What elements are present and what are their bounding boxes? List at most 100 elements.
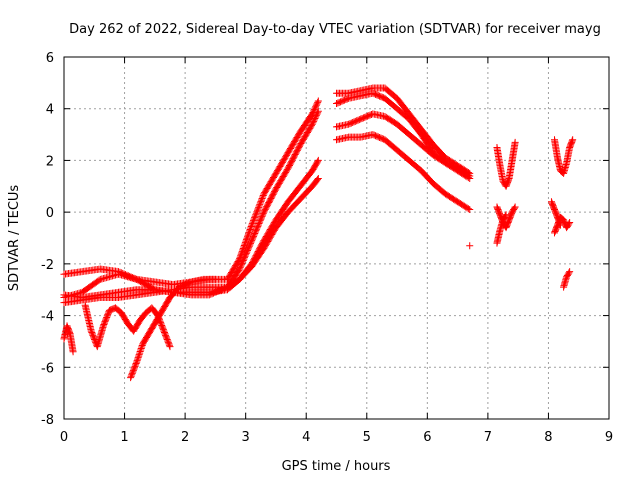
data-point bbox=[248, 237, 256, 245]
data-point bbox=[311, 114, 319, 122]
series-track-16 bbox=[551, 136, 577, 177]
data-point bbox=[135, 351, 143, 359]
data-point bbox=[137, 346, 145, 354]
data-point bbox=[246, 225, 254, 233]
data-point bbox=[254, 221, 262, 229]
data-point bbox=[248, 221, 256, 229]
data-point bbox=[510, 204, 518, 212]
data-point bbox=[239, 258, 247, 266]
data-point bbox=[249, 218, 257, 226]
data-point bbox=[244, 231, 252, 239]
data-point bbox=[464, 205, 472, 213]
data-point bbox=[245, 228, 253, 236]
data-point bbox=[314, 158, 322, 166]
data-point bbox=[566, 218, 574, 226]
data-point bbox=[565, 220, 573, 228]
data-point bbox=[258, 212, 266, 220]
data-point bbox=[138, 343, 146, 351]
y-tick-label: 0 bbox=[46, 206, 54, 221]
data-point bbox=[136, 348, 144, 356]
data-point bbox=[566, 268, 574, 276]
data-point bbox=[556, 220, 564, 228]
data-point bbox=[247, 223, 255, 231]
data-point bbox=[256, 199, 264, 207]
data-point bbox=[257, 214, 265, 222]
data-point bbox=[242, 249, 250, 257]
x-tick-label: 6 bbox=[423, 430, 431, 445]
series-track-12 bbox=[466, 242, 474, 250]
data-point bbox=[238, 249, 246, 257]
data-point bbox=[237, 261, 245, 269]
data-point bbox=[241, 240, 249, 248]
y-tick-label: 2 bbox=[46, 154, 54, 169]
data-point bbox=[238, 247, 246, 255]
data-point bbox=[313, 100, 321, 108]
data-point bbox=[257, 197, 265, 205]
data-point bbox=[249, 217, 257, 225]
data-point bbox=[241, 252, 249, 260]
data-point bbox=[238, 259, 246, 267]
data-point bbox=[239, 246, 247, 254]
data-point bbox=[501, 212, 509, 220]
series-track-11 bbox=[333, 131, 474, 214]
data-point bbox=[313, 176, 321, 184]
data-point bbox=[568, 137, 576, 145]
data-point bbox=[466, 242, 474, 250]
data-point bbox=[464, 171, 472, 179]
grid-lines bbox=[64, 57, 609, 419]
data-point bbox=[251, 214, 259, 222]
data-point bbox=[256, 218, 264, 226]
data-point bbox=[246, 227, 254, 235]
data-point bbox=[314, 107, 322, 115]
x-tick-label: 7 bbox=[484, 430, 492, 445]
data-point bbox=[254, 222, 262, 230]
data-point bbox=[257, 215, 265, 223]
data-point bbox=[314, 175, 322, 183]
data-point bbox=[310, 106, 318, 114]
x-tick-label: 5 bbox=[363, 430, 371, 445]
data-point bbox=[466, 206, 474, 214]
data-point bbox=[133, 357, 141, 365]
data-point bbox=[246, 241, 254, 249]
data-point bbox=[253, 208, 261, 216]
y-tick-label: -6 bbox=[41, 361, 54, 376]
data-point bbox=[502, 211, 510, 219]
data-point bbox=[243, 247, 251, 255]
data-point bbox=[135, 352, 143, 360]
data-point bbox=[314, 98, 322, 106]
data-point bbox=[252, 227, 260, 235]
y-tick-label: -2 bbox=[41, 258, 54, 273]
data-point bbox=[309, 119, 317, 127]
chart-title: Day 262 of 2022, Sidereal Day-to-day VTE… bbox=[69, 22, 601, 37]
data-point bbox=[69, 348, 77, 356]
data-point bbox=[137, 345, 145, 353]
series-track-1 bbox=[60, 97, 322, 289]
data-point bbox=[245, 242, 253, 250]
data-point bbox=[245, 244, 253, 252]
data-point bbox=[258, 194, 266, 202]
series-track-2 bbox=[60, 107, 322, 301]
data-point bbox=[557, 221, 565, 229]
data-point bbox=[165, 341, 173, 349]
data-point bbox=[248, 220, 256, 228]
data-point bbox=[244, 245, 252, 253]
x-tick-label: 2 bbox=[181, 430, 189, 445]
data-point bbox=[247, 239, 255, 247]
series-track-15 bbox=[493, 211, 510, 247]
x-tick-label: 0 bbox=[60, 430, 68, 445]
x-tick-label: 1 bbox=[120, 430, 128, 445]
y-tick-label: -4 bbox=[41, 310, 54, 325]
series-track-5 bbox=[60, 322, 77, 356]
series-track-7 bbox=[127, 275, 219, 382]
data-point bbox=[259, 211, 267, 219]
data-point bbox=[308, 120, 316, 128]
data-point bbox=[240, 254, 248, 262]
data-point bbox=[240, 255, 248, 263]
data-point bbox=[132, 360, 140, 368]
data-point bbox=[312, 101, 320, 109]
data-point bbox=[240, 243, 248, 251]
series-track-13 bbox=[493, 138, 519, 190]
data-point bbox=[133, 358, 141, 366]
data-point bbox=[239, 256, 247, 264]
